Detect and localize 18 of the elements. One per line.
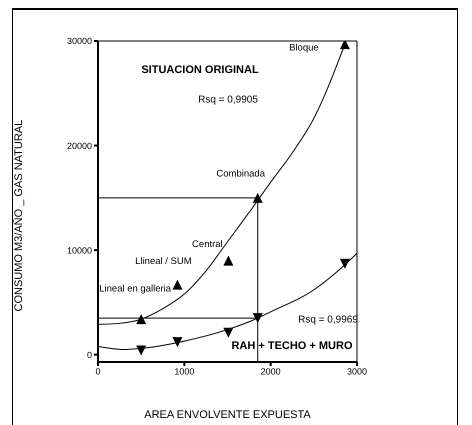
- annotation: Rsq = 0,9905: [198, 94, 258, 106]
- x-tick-label: 1000: [174, 366, 194, 376]
- annotation: Combinada: [216, 168, 266, 180]
- annotation: Bloque: [289, 42, 319, 54]
- x-tick-label: 3000: [346, 366, 368, 376]
- annotation: Llineal / SUM: [135, 256, 192, 268]
- annotation: Lineal en galleria: [99, 284, 172, 295]
- y-axis-title: CONSUMO M3/AÑO _ GAS NATURAL: [12, 120, 25, 312]
- annotation: RAH + TECHO + MURO: [231, 340, 353, 352]
- x-tick-label: 2000: [260, 366, 281, 376]
- x-tick-label: 0: [95, 366, 101, 376]
- x-axis-title: AREA ENVOLVENTE EXPUESTA: [144, 409, 312, 421]
- y-tick-label: 30000: [66, 36, 92, 46]
- annotation: SITUACION ORIGINAL: [141, 64, 259, 76]
- y-tick-label: 0: [86, 350, 92, 360]
- annotation: Central: [192, 239, 223, 250]
- y-tick-label: 10000: [66, 245, 92, 256]
- y-tick-label: 20000: [66, 140, 92, 151]
